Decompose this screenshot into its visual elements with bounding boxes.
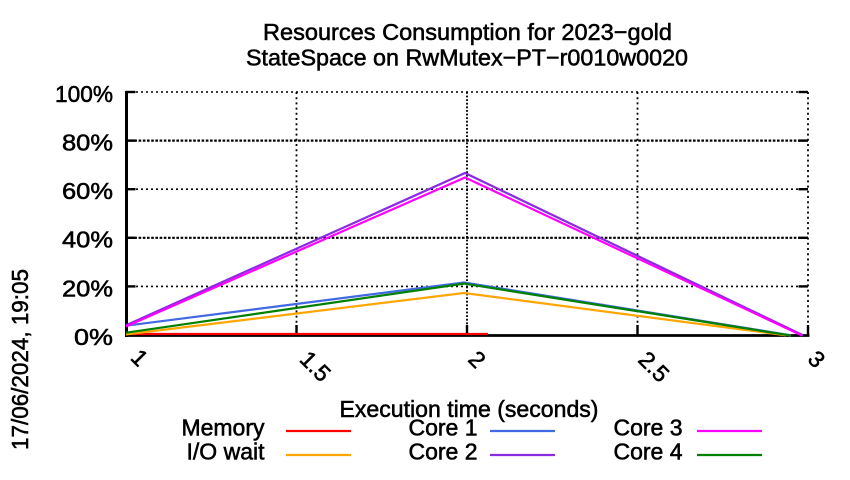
svg-text:60%: 60% [62,178,113,204]
svg-text:StateSpace on RwMutex−PT−r0010: StateSpace on RwMutex−PT−r0010w0020 [246,45,688,71]
svg-text:Core 1: Core 1 [408,415,477,441]
svg-text:17/06/2024, 19:05: 17/06/2024, 19:05 [7,269,33,450]
svg-text:100%: 100% [55,81,113,107]
svg-text:80%: 80% [62,130,113,156]
svg-text:Core 3: Core 3 [613,415,682,441]
svg-text:Resources Consumption for 2023: Resources Consumption for 2023−gold [263,19,672,45]
svg-text:40%: 40% [62,227,113,253]
svg-text:Memory: Memory [181,415,265,441]
svg-text:0%: 0% [74,324,113,350]
svg-text:Core 2: Core 2 [408,439,477,465]
svg-text:Core 4: Core 4 [613,439,682,465]
svg-text:Execution time (seconds): Execution time (seconds) [340,396,599,422]
svg-text:I/O wait: I/O wait [187,439,266,465]
svg-text:20%: 20% [62,275,113,301]
